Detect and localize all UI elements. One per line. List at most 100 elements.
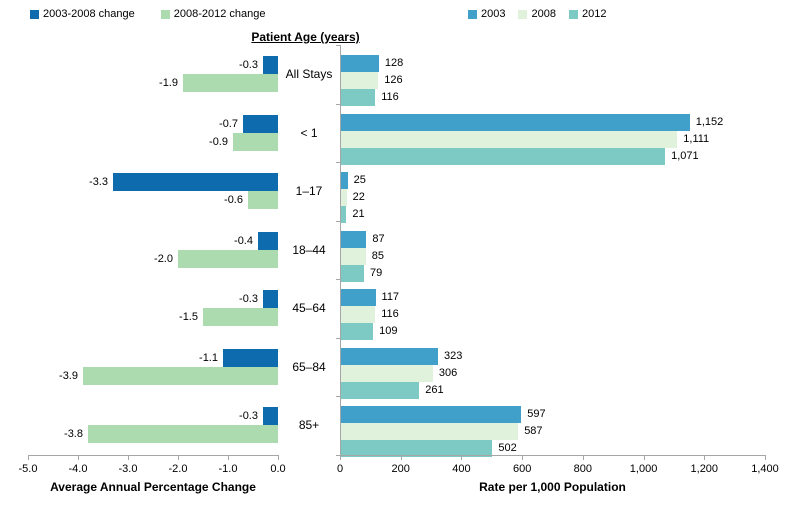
left-bar-18-44-2003-2008-change (258, 231, 278, 250)
right-bar-value-18-44-2012: 79 (369, 266, 383, 279)
right-bar-value-1-17-2003: 25 (353, 174, 366, 187)
right-x-axis-tick (643, 455, 645, 460)
category-label-65-84: 65–84 (292, 359, 326, 374)
right-bar-1-17-2008 (340, 189, 347, 207)
legend-swatch-2008-2012-change (160, 9, 170, 19)
right-x-axis-tick-label: 1,400 (751, 463, 779, 475)
right-bar-18-44-2003 (340, 230, 367, 248)
left-bar-1-2008-2012-change (233, 132, 278, 151)
category-label-45-64: 45–64 (292, 301, 326, 316)
left-bar-65-84-2008-2012-change (83, 366, 278, 385)
right-x-axis-tick (400, 455, 402, 460)
left-bar-value-45-64-2003-2008-change: -0.3 (239, 293, 258, 306)
right-bar-18-44-2008 (340, 247, 366, 265)
right-bar-value-18-44-2003: 87 (372, 232, 385, 245)
left-x-axis-tick (278, 455, 279, 460)
right-bar-85-2003 (340, 406, 522, 424)
left-bar-value-all-stays-2008-2012-change: -1.9 (159, 77, 178, 89)
right-bar-all-stays-2003 (340, 55, 379, 72)
right-y-axis-group-tick (336, 45, 340, 46)
legend-swatch-2003-2008-change (30, 9, 39, 19)
right-y-axis-group-tick (336, 337, 340, 339)
right-bar-value-all-stays-2012: 116 (381, 91, 399, 103)
left-legend: 2003-2008 change 2008-2012 change (30, 8, 266, 20)
right-bar-1-17-2003 (340, 172, 348, 190)
right-bar-45-64-2012 (340, 323, 374, 341)
right-bar-65-84-2008 (340, 364, 433, 382)
left-bar-value-1-17-2008-2012-change: -0.6 (224, 194, 243, 207)
patient-age-title: Patient Age (years) (251, 30, 360, 44)
right-bar-65-84-2003 (340, 347, 439, 365)
left-bar-65-84-2003-2008-change (223, 348, 278, 367)
right-x-axis-tick-label: 1,000 (629, 463, 658, 475)
category-label-1: < 1 (300, 125, 318, 140)
legend-label-2008: 2008 (531, 8, 556, 20)
right-legend: 2003 2008 2012 (468, 8, 606, 20)
right-x-axis-tick (582, 455, 584, 460)
right-bar-all-stays-2012 (340, 89, 376, 106)
right-bar-1-17-2012 (340, 206, 347, 224)
right-bar-45-64-2008 (340, 306, 376, 324)
right-bar-value-65-84-2003: 323 (444, 349, 463, 362)
right-x-axis-tick-label: 600 (512, 463, 532, 475)
left-x-axis-tick-label: -1.0 (218, 463, 238, 475)
legend-label-2012: 2012 (581, 8, 607, 20)
right-y-axis-group-tick (336, 220, 340, 222)
right-bar-value-1-2008: 1,111 (683, 132, 710, 145)
right-y-axis-group-tick (336, 279, 340, 281)
category-label-1-17: 1–17 (295, 184, 323, 199)
left-bar-85-2003-2008-change (263, 407, 278, 426)
right-axis-title: Rate per 1,000 Population (479, 480, 626, 494)
legend-label-2008-2012-change: 2008-2012 change (173, 8, 266, 20)
right-bar-65-84-2012 (340, 381, 420, 399)
right-x-axis-tick (522, 455, 524, 460)
legend-item-2008: 2008 (518, 8, 556, 20)
right-x-axis-tick-label: 800 (573, 463, 593, 475)
right-x-axis-line (340, 455, 765, 456)
left-x-axis-tick (178, 455, 179, 460)
left-bar-value-1-17-2003-2008-change: -3.3 (89, 176, 108, 189)
right-bar-value-1-2012: 1,071 (671, 149, 699, 162)
left-x-axis-line (28, 455, 278, 456)
left-bar-45-64-2003-2008-change (263, 290, 278, 309)
right-x-axis-tick-label: 0 (336, 463, 344, 475)
legend-item-2003: 2003 (468, 8, 505, 20)
left-bar-value-1-2003-2008-change: -0.7 (219, 117, 238, 130)
right-y-axis-group-tick (336, 455, 340, 456)
right-bar-45-64-2003 (340, 289, 376, 307)
right-bar-85-2012 (340, 440, 493, 458)
right-y-axis-group-tick (336, 103, 340, 105)
legend-item-2012: 2012 (568, 8, 607, 20)
category-label-18-44: 18–44 (292, 242, 326, 257)
right-bar-1-2008 (340, 130, 678, 148)
left-bar-value-65-84-2008-2012-change: -3.9 (59, 369, 78, 382)
right-x-axis-tick (461, 455, 463, 460)
left-x-axis-tick-label: -3.0 (118, 463, 138, 475)
left-bar-value-85-2008-2012-change: -3.8 (64, 428, 83, 441)
right-y-axis-line (340, 45, 341, 455)
legend-label-2003-2008-change: 2003-2008 change (43, 8, 135, 20)
left-bar-45-64-2008-2012-change (203, 308, 278, 327)
left-x-axis-tick-label: 0.0 (270, 463, 286, 475)
right-bar-value-45-64-2003: 117 (381, 291, 400, 304)
left-bar-all-stays-2008-2012-change (183, 74, 278, 92)
right-x-axis-tick-label: 1,200 (690, 463, 719, 475)
right-bar-18-44-2012 (340, 264, 364, 282)
left-bar-1-17-2008-2012-change (248, 191, 278, 210)
left-bar-1-2003-2008-change (243, 114, 278, 133)
left-axis-title: Average Annual Percentage Change (50, 480, 256, 494)
right-bar-value-18-44-2008: 85 (371, 249, 385, 262)
left-bar-value-1-2008-2012-change: -0.9 (209, 135, 228, 148)
right-bar-value-1-17-2008: 22 (352, 191, 365, 204)
legend-item-2008-2012-change: 2008-2012 change (160, 8, 266, 20)
left-bar-all-stays-2003-2008-change (263, 56, 278, 74)
left-x-axis-tick-label: -4.0 (68, 463, 88, 475)
left-bar-value-all-stays-2003-2008-change: -0.3 (239, 59, 258, 71)
left-bar-value-18-44-2003-2008-change: -0.4 (234, 234, 253, 247)
right-bar-value-85-2008: 587 (524, 425, 543, 438)
left-bar-85-2008-2012-change (88, 425, 278, 444)
left-x-axis-tick (228, 455, 229, 460)
right-bar-value-all-stays-2003: 128 (384, 57, 404, 69)
